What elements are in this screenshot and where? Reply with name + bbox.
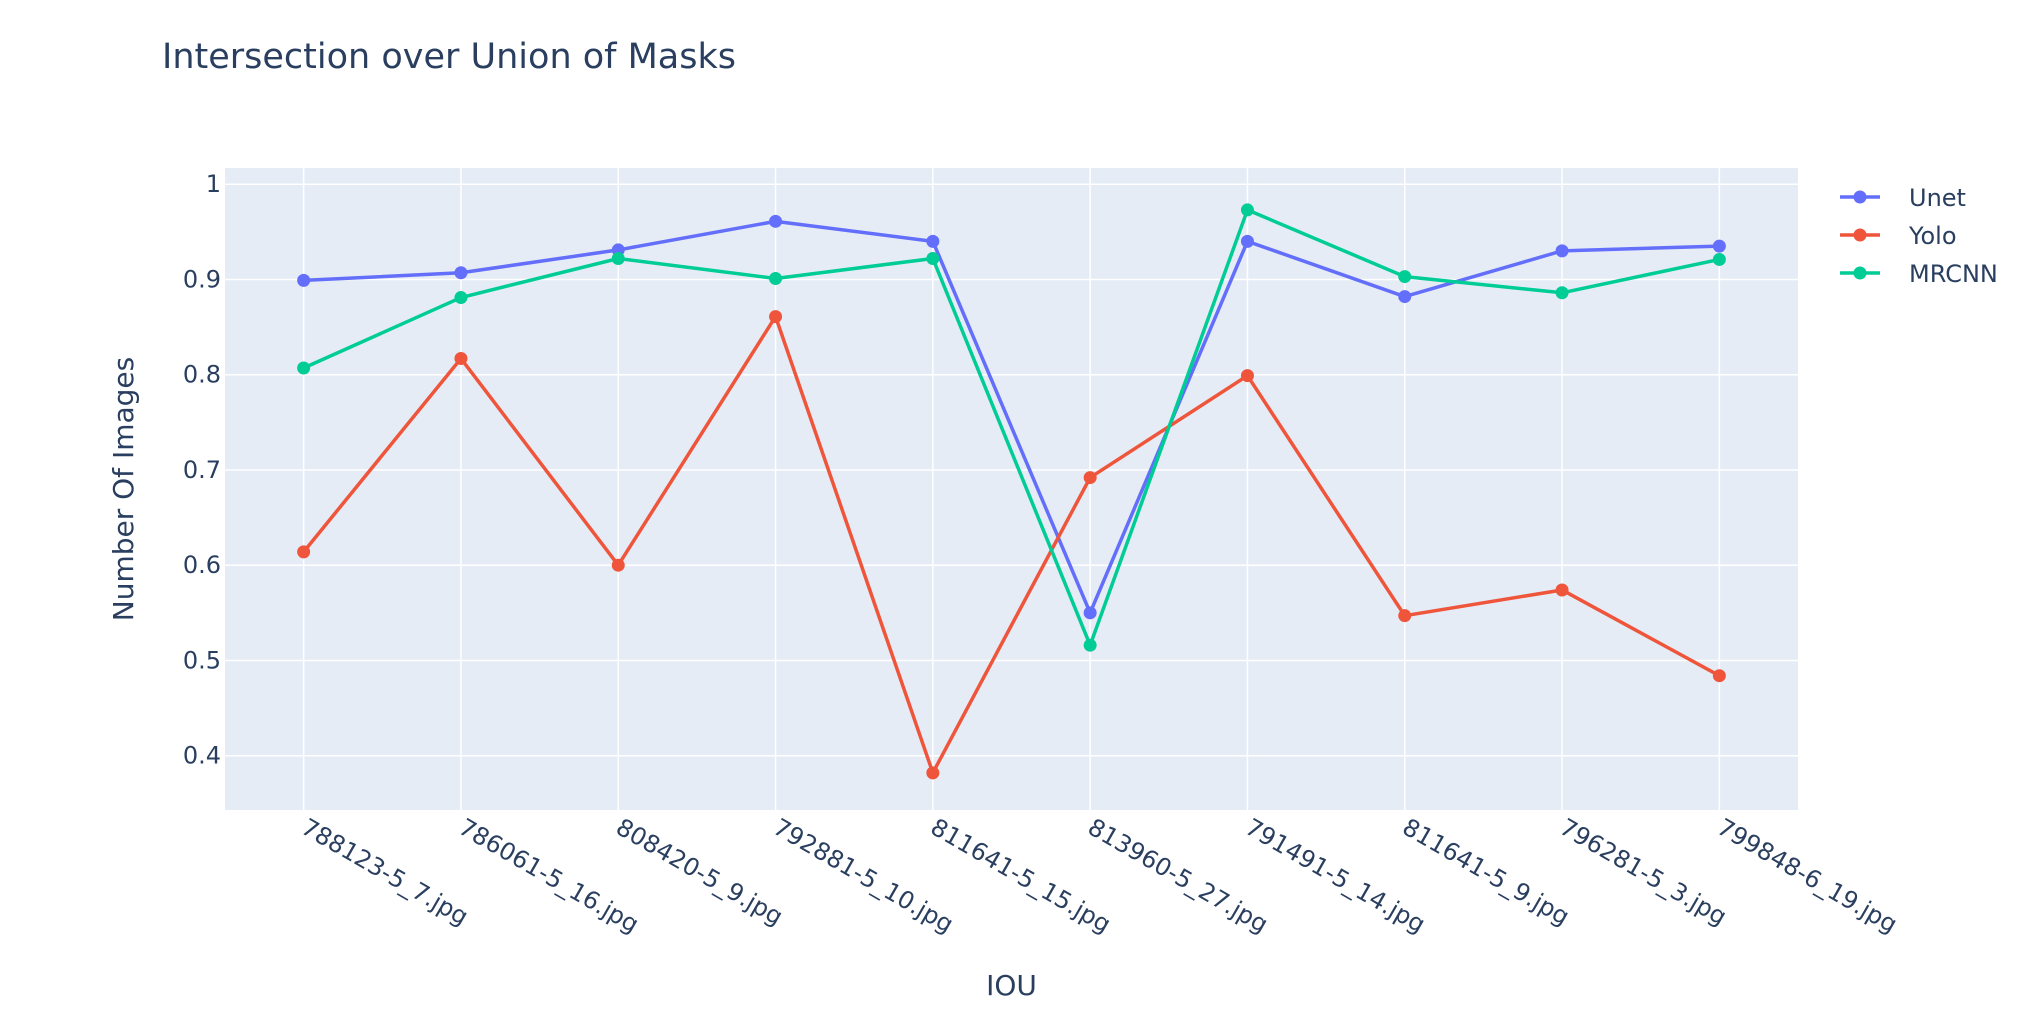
legend-item-mrcnn[interactable]: MRCNN: [1840, 260, 1998, 288]
data-point-unet[interactable]: [769, 214, 783, 228]
plot-area: [225, 168, 1798, 810]
data-point-unet[interactable]: [297, 273, 311, 287]
data-point-unet[interactable]: [1712, 239, 1726, 253]
data-point-yolo[interactable]: [769, 310, 783, 324]
data-point-unet[interactable]: [1240, 234, 1254, 248]
y-tick-label: 0.6: [183, 551, 221, 579]
y-tick-label: 0.5: [183, 646, 221, 674]
legend-marker-yolo: [1853, 228, 1867, 242]
series-yolo: [297, 310, 1726, 780]
data-point-mrcnn[interactable]: [769, 271, 783, 285]
data-point-yolo[interactable]: [1240, 369, 1254, 383]
data-point-yolo[interactable]: [611, 558, 625, 572]
chart-title: Intersection over Union of Masks: [162, 37, 736, 77]
x-tick-label: 788123-5_7.jpg: [297, 813, 473, 931]
data-point-mrcnn[interactable]: [1398, 270, 1412, 284]
data-point-yolo[interactable]: [926, 766, 940, 780]
data-point-mrcnn[interactable]: [297, 361, 311, 375]
x-tick-label: 796281-5_3.jpg: [1555, 813, 1731, 931]
y-axis-ticks: 0.4 0.5 0.6 0.7 0.8 0.9 1: [183, 170, 221, 770]
x-tick-label: 799848-6_19.jpg: [1712, 813, 1902, 939]
data-point-yolo[interactable]: [297, 545, 311, 559]
x-axis-ticks: 788123-5_7.jpg786061-5_16.jpg808420-5_9.…: [297, 813, 1902, 939]
y-tick-label: 0.4: [183, 742, 221, 770]
data-point-yolo[interactable]: [1712, 669, 1726, 683]
legend[interactable]: Unet Yolo MRCNN: [1840, 184, 1998, 288]
legend-item-yolo[interactable]: Yolo: [1840, 222, 1957, 250]
legend-marker-unet: [1853, 190, 1867, 204]
data-point-yolo[interactable]: [1398, 609, 1412, 623]
legend-label-unet: Unet: [1909, 184, 1966, 212]
series-line-unet: [303, 219, 1720, 615]
data-point-unet[interactable]: [926, 234, 940, 248]
data-point-mrcnn[interactable]: [1555, 286, 1569, 300]
data-point-yolo[interactable]: [1555, 583, 1569, 597]
legend-label-mrcnn: MRCNN: [1909, 260, 1998, 288]
series-line-mrcnn: [302, 208, 1720, 647]
y-tick-label: 1: [206, 170, 221, 198]
y-tick-label: 0.7: [183, 456, 221, 484]
data-point-mrcnn[interactable]: [926, 251, 940, 265]
data-point-mrcnn[interactable]: [1712, 252, 1726, 266]
data-point-unet[interactable]: [1555, 244, 1569, 258]
data-point-yolo[interactable]: [454, 352, 468, 366]
legend-label-yolo: Yolo: [1908, 222, 1957, 250]
data-point-mrcnn[interactable]: [1240, 203, 1254, 217]
data-point-unet[interactable]: [454, 266, 468, 280]
x-axis-title: IOU: [986, 969, 1037, 1002]
legend-marker-mrcnn: [1853, 266, 1867, 280]
data-point-unet[interactable]: [1398, 290, 1412, 304]
data-point-unet[interactable]: [1083, 606, 1097, 620]
y-tick-label: 0.9: [183, 265, 221, 293]
data-point-mrcnn[interactable]: [611, 251, 625, 265]
y-axis-title: Number Of Images: [107, 357, 140, 621]
y-tick-label: 0.8: [183, 361, 221, 389]
series-mrcnn: [297, 203, 1726, 652]
series-line-yolo: [302, 314, 1721, 775]
data-point-mrcnn[interactable]: [454, 291, 468, 305]
data-point-mrcnn[interactable]: [1083, 638, 1097, 652]
series-layer: [297, 203, 1726, 780]
legend-item-unet[interactable]: Unet: [1840, 184, 1966, 212]
data-point-yolo[interactable]: [1083, 471, 1097, 485]
